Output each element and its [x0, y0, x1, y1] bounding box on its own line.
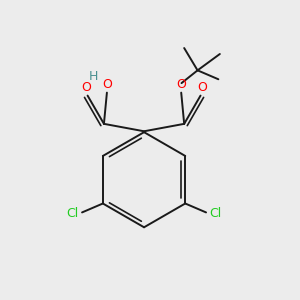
Text: O: O — [177, 78, 186, 91]
Text: Cl: Cl — [66, 207, 78, 220]
Text: H: H — [89, 70, 98, 83]
Text: O: O — [197, 81, 207, 94]
Text: O: O — [81, 81, 91, 94]
Text: Cl: Cl — [210, 207, 222, 220]
Text: O: O — [102, 78, 112, 91]
